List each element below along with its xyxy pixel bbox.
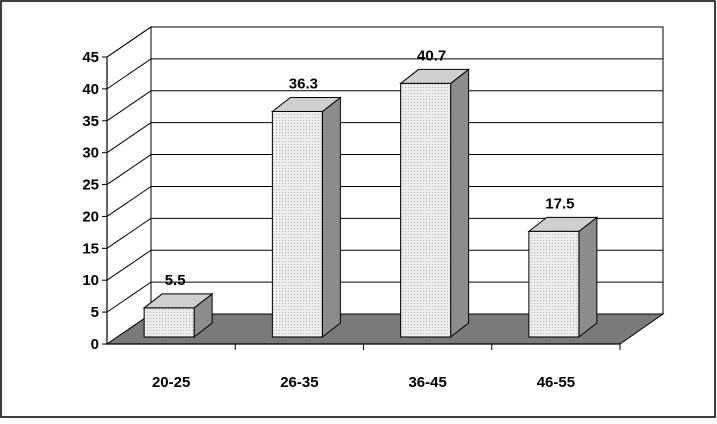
- gridline-25: [106, 154, 663, 185]
- y-tick-label: 0: [91, 336, 99, 353]
- y-tick-label: 30: [82, 145, 99, 162]
- bar-side-face: [321, 96, 341, 339]
- y-tick-label: 10: [82, 272, 99, 289]
- y-tick-label: 25: [82, 177, 99, 194]
- gridline-20: [106, 185, 663, 217]
- data-label: 5.5: [165, 272, 186, 289]
- y-tick-label: 5: [91, 304, 99, 321]
- data-label: 36.3: [289, 75, 318, 92]
- y-tick-label: 35: [82, 113, 99, 130]
- bar-side-face: [578, 216, 598, 339]
- gridline-45: [106, 26, 663, 58]
- gridline-10: [106, 249, 663, 281]
- gridline-5: [106, 281, 663, 313]
- y-tick-label: 40: [82, 81, 99, 98]
- y-tick-label: 15: [82, 240, 99, 257]
- bar-46-55: [527, 216, 599, 339]
- bar-front-face: [271, 110, 323, 338]
- bar-36-45: [399, 68, 471, 339]
- side-wall: [106, 26, 152, 345]
- x-category-label: 26-35: [280, 374, 318, 391]
- bar-26-35: [270, 96, 342, 339]
- x-category-label: 46-55: [537, 374, 575, 391]
- bar-front-face: [400, 82, 452, 338]
- bar-front-face: [143, 307, 195, 338]
- gridline-30: [106, 122, 663, 154]
- data-label: 40.7: [417, 47, 446, 64]
- gridline-35: [106, 90, 663, 122]
- gridline-15: [106, 217, 663, 249]
- bar-side-face: [450, 68, 470, 339]
- bar-20-25: [142, 292, 214, 339]
- y-tick-label: 20: [82, 208, 99, 225]
- y-tick-label: 45: [82, 49, 99, 66]
- gridline-40: [106, 58, 663, 90]
- x-category-label: 36-45: [408, 374, 446, 391]
- x-category-label: 20-25: [152, 374, 190, 391]
- data-label: 17.5: [545, 195, 574, 212]
- bar-front-face: [528, 230, 580, 338]
